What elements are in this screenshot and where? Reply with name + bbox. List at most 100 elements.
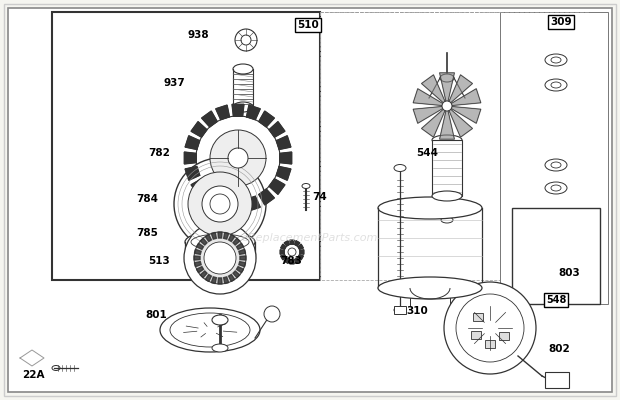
Ellipse shape bbox=[545, 79, 567, 91]
Polygon shape bbox=[269, 179, 285, 194]
Circle shape bbox=[188, 172, 252, 236]
Polygon shape bbox=[239, 249, 246, 254]
Polygon shape bbox=[247, 196, 260, 211]
Text: 785: 785 bbox=[136, 228, 158, 238]
Bar bbox=[471, 331, 480, 339]
Polygon shape bbox=[451, 89, 481, 106]
Text: 74: 74 bbox=[312, 192, 327, 202]
Ellipse shape bbox=[233, 102, 253, 112]
Bar bbox=[320, 12, 588, 280]
Circle shape bbox=[442, 101, 452, 111]
Polygon shape bbox=[269, 122, 285, 137]
Text: eReplacementParts.com: eReplacementParts.com bbox=[242, 233, 378, 243]
Text: 548: 548 bbox=[546, 295, 566, 305]
Polygon shape bbox=[195, 262, 201, 267]
Polygon shape bbox=[211, 277, 216, 284]
Circle shape bbox=[196, 116, 280, 200]
Polygon shape bbox=[290, 240, 294, 244]
Polygon shape bbox=[247, 105, 260, 120]
Circle shape bbox=[444, 282, 536, 374]
Circle shape bbox=[284, 244, 300, 260]
Ellipse shape bbox=[212, 344, 228, 352]
Ellipse shape bbox=[441, 217, 453, 223]
Polygon shape bbox=[218, 278, 222, 284]
Polygon shape bbox=[218, 232, 222, 238]
Polygon shape bbox=[202, 111, 217, 127]
Polygon shape bbox=[259, 111, 274, 127]
Polygon shape bbox=[236, 243, 244, 250]
Polygon shape bbox=[194, 256, 200, 260]
Polygon shape bbox=[259, 189, 274, 205]
Polygon shape bbox=[197, 266, 203, 273]
Polygon shape bbox=[191, 179, 207, 194]
Polygon shape bbox=[280, 250, 284, 254]
Polygon shape bbox=[216, 196, 229, 211]
Polygon shape bbox=[277, 136, 291, 150]
Polygon shape bbox=[440, 73, 454, 102]
Ellipse shape bbox=[432, 191, 462, 201]
Ellipse shape bbox=[185, 249, 255, 267]
Bar bbox=[432, 140, 462, 196]
Polygon shape bbox=[232, 104, 244, 116]
Polygon shape bbox=[233, 238, 240, 245]
Ellipse shape bbox=[545, 159, 567, 171]
Polygon shape bbox=[422, 109, 445, 137]
Polygon shape bbox=[229, 234, 235, 242]
Polygon shape bbox=[240, 256, 246, 260]
Bar bbox=[485, 340, 495, 348]
Bar bbox=[499, 332, 509, 340]
Polygon shape bbox=[224, 232, 229, 239]
Polygon shape bbox=[413, 106, 443, 123]
Bar bbox=[474, 313, 484, 321]
Text: 22A: 22A bbox=[22, 370, 45, 380]
Polygon shape bbox=[449, 75, 472, 103]
Polygon shape bbox=[281, 255, 286, 260]
Text: 513: 513 bbox=[148, 256, 170, 266]
Polygon shape bbox=[277, 166, 291, 180]
Polygon shape bbox=[229, 274, 235, 282]
Polygon shape bbox=[197, 243, 203, 250]
Polygon shape bbox=[239, 262, 246, 267]
Bar bbox=[394, 306, 406, 314]
Bar bbox=[545, 372, 569, 388]
Ellipse shape bbox=[185, 231, 255, 253]
Polygon shape bbox=[298, 255, 303, 260]
Polygon shape bbox=[413, 89, 443, 106]
Ellipse shape bbox=[378, 277, 482, 299]
Circle shape bbox=[204, 242, 236, 274]
Text: 544: 544 bbox=[416, 148, 438, 158]
Ellipse shape bbox=[160, 308, 260, 352]
Polygon shape bbox=[298, 244, 303, 249]
Polygon shape bbox=[451, 106, 481, 123]
Polygon shape bbox=[294, 258, 300, 263]
Text: 937: 937 bbox=[164, 78, 186, 88]
Polygon shape bbox=[284, 241, 290, 246]
Ellipse shape bbox=[378, 197, 482, 219]
Circle shape bbox=[202, 186, 238, 222]
Text: 802: 802 bbox=[548, 344, 570, 354]
Ellipse shape bbox=[52, 366, 60, 370]
Ellipse shape bbox=[394, 164, 406, 172]
Polygon shape bbox=[300, 250, 304, 254]
Ellipse shape bbox=[302, 184, 310, 188]
Polygon shape bbox=[449, 109, 472, 137]
Bar bbox=[500, 12, 608, 304]
Circle shape bbox=[264, 306, 280, 322]
Polygon shape bbox=[216, 105, 229, 120]
Ellipse shape bbox=[432, 135, 462, 145]
Circle shape bbox=[228, 148, 248, 168]
Ellipse shape bbox=[440, 74, 454, 82]
Text: 782: 782 bbox=[148, 148, 170, 158]
Ellipse shape bbox=[212, 315, 228, 325]
Polygon shape bbox=[200, 238, 207, 245]
Polygon shape bbox=[185, 136, 200, 150]
Polygon shape bbox=[284, 258, 290, 263]
Circle shape bbox=[235, 29, 257, 51]
Polygon shape bbox=[211, 232, 216, 239]
Polygon shape bbox=[195, 249, 201, 254]
Polygon shape bbox=[185, 166, 200, 180]
Polygon shape bbox=[422, 75, 445, 103]
Polygon shape bbox=[184, 152, 197, 164]
Text: 803: 803 bbox=[558, 268, 580, 278]
Polygon shape bbox=[294, 241, 300, 246]
